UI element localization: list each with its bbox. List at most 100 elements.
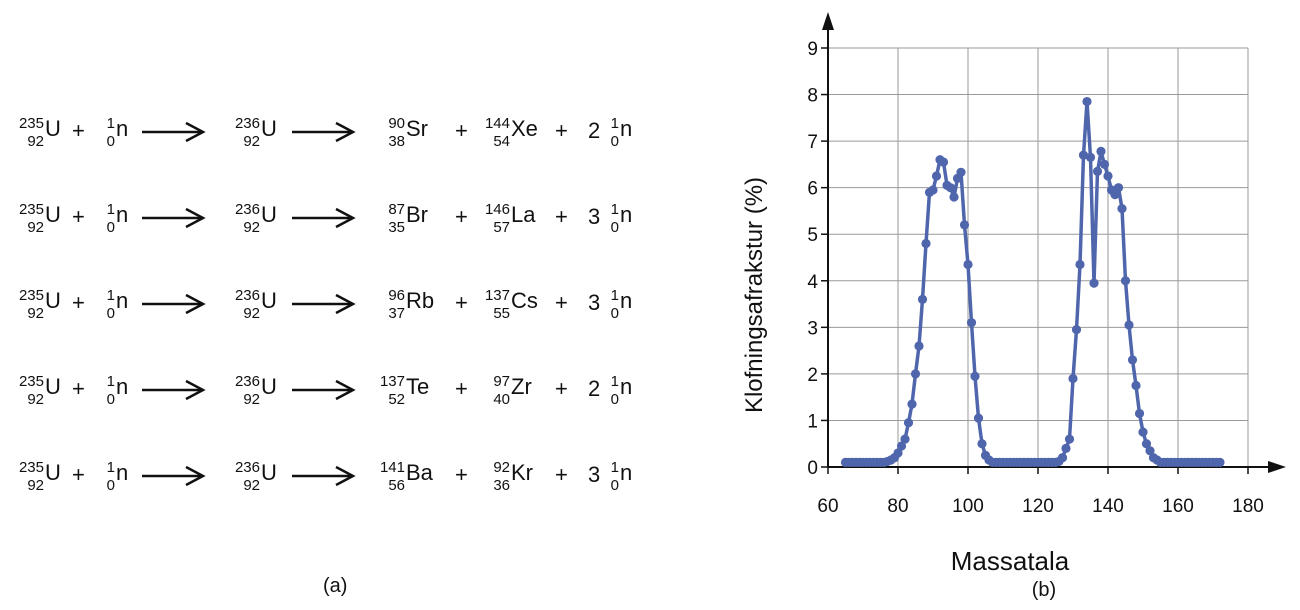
data-point bbox=[938, 157, 949, 167]
mass-number: 235 bbox=[18, 201, 44, 218]
data-point bbox=[1057, 453, 1068, 463]
mass-number: 97 bbox=[493, 373, 510, 390]
data-point bbox=[1092, 166, 1103, 176]
mass-number: 146 bbox=[484, 201, 510, 218]
data-point bbox=[949, 192, 959, 202]
atomic-number: 0 bbox=[610, 391, 619, 408]
data-point bbox=[977, 439, 987, 449]
mass-number: 1 bbox=[106, 373, 115, 390]
atomic-number: 0 bbox=[106, 305, 115, 322]
mass-number: 87 bbox=[388, 201, 405, 218]
mass-number: 236 bbox=[234, 459, 260, 476]
data-point bbox=[903, 418, 914, 428]
reaction-arrow-icon bbox=[292, 121, 356, 143]
x-tick-label: 180 bbox=[1232, 496, 1264, 517]
data-point bbox=[1075, 259, 1085, 270]
plus-sign: + bbox=[455, 290, 468, 315]
element-symbol: U bbox=[45, 288, 61, 313]
data-point bbox=[1110, 190, 1120, 200]
mass-number: 1 bbox=[610, 287, 619, 304]
chart-ticks: 0 1 2 3 4 5 6 7 8 9 60 80 100 120 140 160 180 bbox=[807, 39, 1263, 517]
x-tick-label: 80 bbox=[887, 496, 908, 517]
element-symbol: n bbox=[116, 374, 129, 399]
atomic-number: 92 bbox=[243, 391, 260, 408]
data-point bbox=[1082, 96, 1092, 107]
data-point bbox=[1141, 439, 1152, 449]
reaction-row: 235 92 U +1 0 n 236 92 U 87 35 Br +146 57 La +3 1 0 n bbox=[0, 198, 700, 238]
atomic-number: 0 bbox=[106, 391, 115, 408]
plus-sign: + bbox=[455, 462, 468, 487]
mass-number: 1 bbox=[610, 373, 619, 390]
data-point bbox=[963, 259, 973, 270]
reaction-row: 235 92 U +1 0 n 236 92 U 90 38 Sr +144 54 Xe +2 1 0 n bbox=[0, 112, 700, 152]
atomic-number: 0 bbox=[106, 219, 115, 236]
reaction-row: 235 92 U +1 0 n 236 92 U 141 56 Ba +92 36 Kr +3 1 0 n bbox=[0, 456, 700, 496]
plus-sign: + bbox=[72, 462, 85, 487]
element-symbol: n bbox=[620, 460, 633, 485]
element-symbol: n bbox=[620, 288, 633, 313]
atomic-number: 52 bbox=[388, 391, 405, 408]
data-point bbox=[900, 434, 910, 444]
y-tick-label: 5 bbox=[807, 225, 818, 246]
data-point bbox=[956, 167, 966, 177]
element-symbol: Zr bbox=[511, 374, 532, 399]
chart-grid bbox=[828, 47, 1249, 467]
reaction-arrow-icon bbox=[292, 293, 356, 315]
reaction-arrow-icon bbox=[142, 207, 206, 229]
data-point bbox=[970, 371, 980, 381]
plus-sign: + bbox=[555, 376, 568, 401]
atomic-number: 36 bbox=[493, 477, 510, 494]
data-point bbox=[973, 413, 984, 423]
data-point bbox=[1145, 446, 1155, 456]
reaction-arrow-icon bbox=[292, 379, 356, 401]
neutron-coefficient: 3 bbox=[588, 462, 601, 487]
element-symbol: n bbox=[620, 202, 633, 227]
element-symbol: Kr bbox=[511, 460, 533, 485]
data-point bbox=[1120, 276, 1131, 286]
mass-number: 1 bbox=[610, 459, 619, 476]
mass-number: 236 bbox=[234, 287, 260, 304]
chart-series bbox=[840, 96, 1225, 467]
atomic-number: 56 bbox=[388, 477, 405, 494]
atomic-number: 92 bbox=[27, 477, 44, 494]
data-point bbox=[931, 171, 942, 181]
element-symbol: U bbox=[45, 202, 61, 227]
x-axis-label: Massatala bbox=[951, 546, 1070, 576]
y-tick-label: 8 bbox=[807, 86, 818, 107]
data-point bbox=[1071, 325, 1082, 335]
element-symbol: Cs bbox=[511, 288, 538, 313]
mass-number: 235 bbox=[18, 287, 44, 304]
mass-number: 1 bbox=[610, 115, 619, 132]
mass-number: 1 bbox=[610, 201, 619, 218]
element-symbol: n bbox=[620, 116, 633, 141]
data-point bbox=[1099, 159, 1110, 169]
atomic-number: 92 bbox=[27, 133, 44, 150]
data-point bbox=[1215, 457, 1225, 467]
neutron-coefficient: 3 bbox=[588, 290, 601, 315]
data-point bbox=[1134, 408, 1145, 419]
element-symbol: Ba bbox=[406, 460, 433, 485]
atomic-number: 0 bbox=[610, 133, 619, 150]
atomic-number: 92 bbox=[243, 305, 260, 322]
element-symbol: Br bbox=[406, 202, 428, 227]
data-point bbox=[907, 399, 917, 409]
data-point bbox=[945, 183, 956, 193]
atomic-number: 0 bbox=[106, 133, 115, 150]
series-line bbox=[845, 99, 1220, 465]
data-point bbox=[893, 448, 903, 458]
y-tick-label: 7 bbox=[807, 132, 818, 153]
mass-number: 235 bbox=[18, 459, 44, 476]
mass-number: 144 bbox=[484, 115, 510, 132]
data-point bbox=[917, 294, 928, 304]
atomic-number: 54 bbox=[493, 133, 510, 150]
mass-number: 137 bbox=[484, 287, 510, 304]
atomic-number: 38 bbox=[388, 133, 405, 150]
neutron-coefficient: 2 bbox=[588, 118, 601, 143]
data-point bbox=[1138, 427, 1148, 437]
atomic-number: 0 bbox=[106, 477, 115, 494]
element-symbol: U bbox=[261, 202, 277, 227]
atomic-number: 92 bbox=[243, 477, 260, 494]
plus-sign: + bbox=[555, 290, 568, 315]
data-point bbox=[1096, 146, 1106, 156]
